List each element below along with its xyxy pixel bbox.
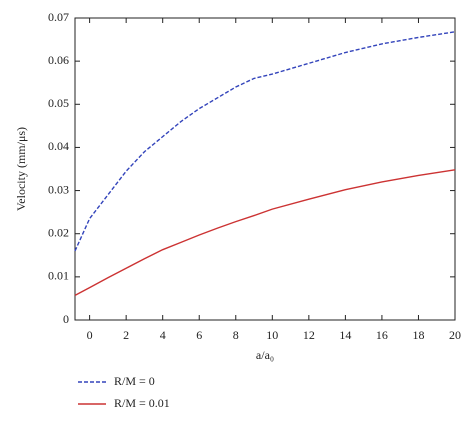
x-tick-label: 12 <box>303 328 315 342</box>
y-axis-label: Velocity (mm/μs) <box>14 127 28 211</box>
x-tick-label: 8 <box>233 328 239 342</box>
plot-frame <box>74 17 456 321</box>
x-tick-label: 4 <box>160 328 166 342</box>
x-tick-label: 0 <box>87 328 93 342</box>
y-tick-label: 0.05 <box>48 96 69 110</box>
data-line <box>74 31 456 252</box>
x-tick-label: 10 <box>266 328 278 342</box>
y-tick-label: 0 <box>63 312 69 326</box>
x-tick-label: 18 <box>412 328 424 342</box>
x-tick-label: 14 <box>339 328 351 342</box>
y-tick-label: 0.06 <box>48 53 69 67</box>
x-tick-label: 2 <box>123 328 129 342</box>
y-tick-label: 0.02 <box>48 225 69 239</box>
y-tick-label: 0.07 <box>48 10 69 24</box>
x-axis-label: a/a₀ <box>256 348 274 362</box>
legend-label: R/M = 0 <box>114 374 155 388</box>
x-tick-label: 20 <box>449 328 461 342</box>
y-tick-label: 0.01 <box>48 269 69 283</box>
data-line <box>74 169 456 297</box>
legend-label: R/M = 0.01 <box>114 396 170 410</box>
y-tick-label: 0.04 <box>48 139 69 153</box>
x-tick-label: 16 <box>376 328 388 342</box>
x-tick-label: 6 <box>196 328 202 342</box>
y-tick-label: 0.03 <box>48 182 69 196</box>
